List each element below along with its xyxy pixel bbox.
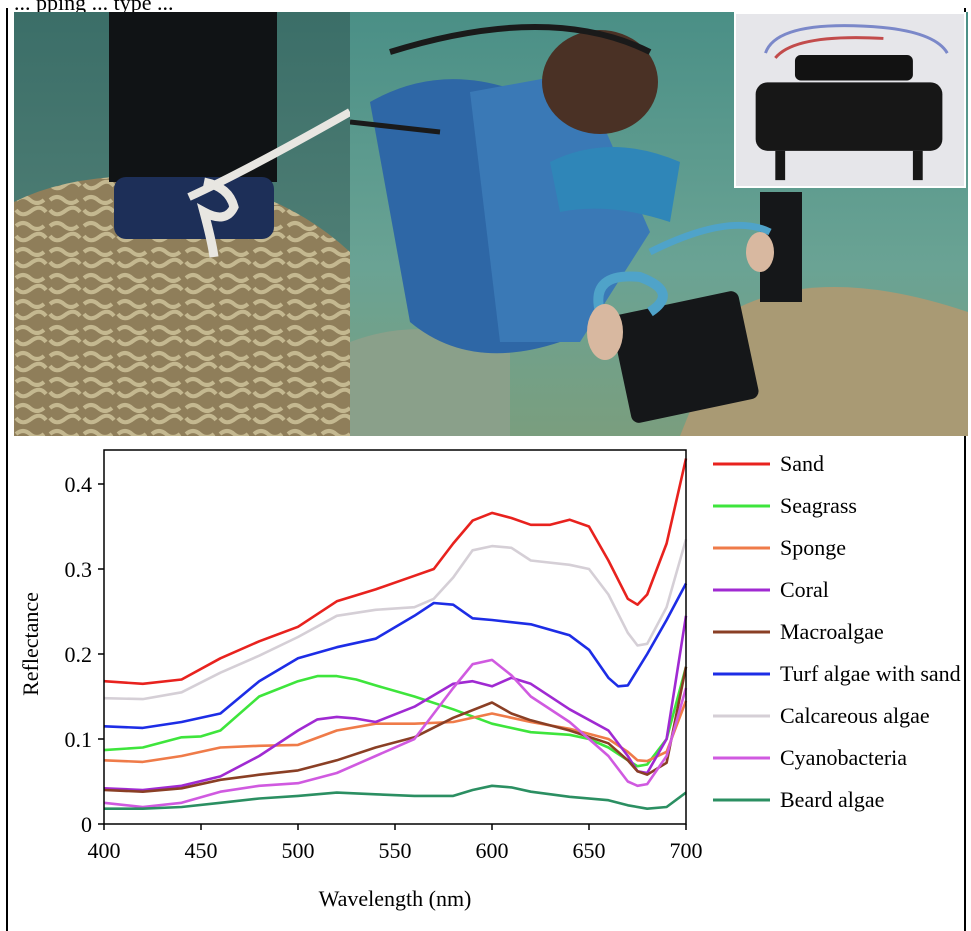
- legend: Sand Seagrass Sponge Coral Macroalgae Turf al…: [713, 451, 961, 812]
- diver-photo: [350, 12, 968, 436]
- x-axis: 400 450 500 550 600 650 700: [88, 824, 703, 863]
- y-tick-label: 0.2: [65, 642, 93, 667]
- legend-label-sand: Sand: [780, 451, 824, 476]
- x-tick-label: 450: [185, 838, 218, 863]
- series-line-macroalgae: [103, 666, 688, 794]
- series-line-beard-algae: [104, 784, 687, 811]
- plot-frame: [103, 449, 687, 825]
- reflectance-chart: 400 450 500 550 600 650 700 0 0.1 0.2 0.3 0.4 Wave…: [18, 449, 961, 911]
- figure-frame: [6, 8, 966, 931]
- x-tick-label: 400: [88, 838, 121, 863]
- y-axis: 0 0.1 0.2 0.3 0.4: [65, 472, 104, 837]
- caption-text: ... pping ... type ...: [14, 0, 174, 15]
- y-tick-label: 0.4: [65, 472, 93, 497]
- plot-lines: [103, 458, 688, 811]
- series-line-cyanobacteria: [103, 658, 688, 809]
- legend-label-turf-algae-with-sand: Turf algae with sand: [780, 661, 961, 686]
- x-tick-label: 650: [573, 838, 606, 863]
- series-line-sand: [103, 458, 688, 686]
- y-tick-label: 0.3: [65, 557, 93, 582]
- legend-label-cyanobacteria: Cyanobacteria: [780, 745, 907, 770]
- y-axis-label: Reflectance: [18, 592, 43, 696]
- legend-label-sponge: Sponge: [780, 535, 846, 560]
- legend-label-seagrass: Seagrass: [780, 493, 857, 518]
- x-tick-label: 700: [670, 838, 703, 863]
- y-tick-label: 0.1: [65, 727, 93, 752]
- series-line-seagrass: [103, 666, 688, 768]
- y-tick-label: 0: [81, 812, 92, 837]
- series-line-coral: [103, 615, 688, 792]
- series-line-calcareous-algae: [103, 538, 688, 701]
- instrument-photo: [734, 12, 966, 188]
- x-axis-label: Wavelength (nm): [319, 886, 472, 911]
- x-tick-label: 600: [476, 838, 509, 863]
- legend-label-beard-algae: Beard algae: [780, 787, 884, 812]
- x-tick-label: 550: [379, 838, 412, 863]
- x-tick-label: 500: [282, 838, 315, 863]
- legend-label-coral: Coral: [780, 577, 829, 602]
- legend-label-calcareous-algae: Calcareous algae: [780, 703, 930, 728]
- legend-label-macroalgae: Macroalgae: [780, 619, 884, 644]
- series-line-turf-algae-with-sand: [103, 582, 688, 730]
- coral-photo: [14, 12, 350, 436]
- series-line-sponge: [103, 700, 688, 764]
